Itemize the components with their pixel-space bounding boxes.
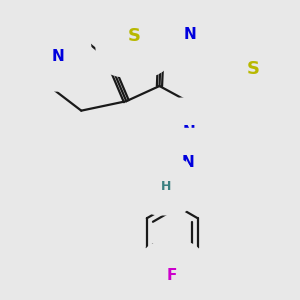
Text: N: N	[51, 49, 64, 64]
Text: N: N	[182, 155, 194, 170]
Text: S: S	[128, 27, 141, 45]
Text: F: F	[167, 268, 178, 283]
Text: H: H	[160, 180, 171, 193]
Text: N: N	[183, 125, 196, 140]
Text: N: N	[184, 27, 197, 42]
Text: H: H	[170, 124, 181, 137]
Text: S: S	[246, 60, 260, 78]
Text: N: N	[217, 80, 230, 94]
